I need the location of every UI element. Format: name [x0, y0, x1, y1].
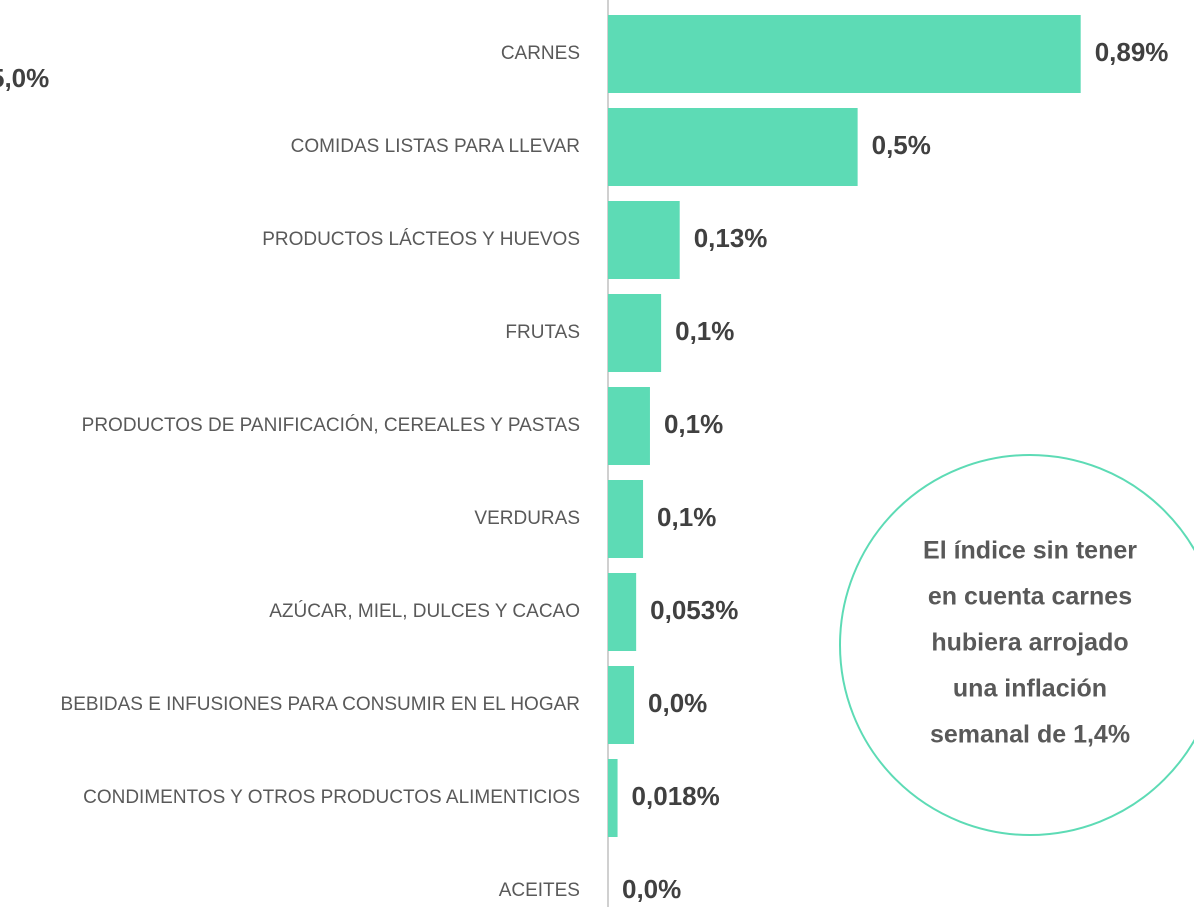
bar [608, 15, 1081, 93]
value-label: 0,0% [622, 874, 681, 904]
callout-text: hubiera arrojado [931, 629, 1128, 657]
value-label: 0,13% [694, 223, 768, 253]
callout-circle [839, 454, 1194, 836]
bar [608, 759, 618, 837]
bar [608, 573, 637, 651]
category-label: BEBIDAS E INFUSIONES PARA CONSUMIR EN EL… [61, 694, 580, 715]
category-label: CARNES [501, 43, 580, 64]
value-label: 0,0% [648, 688, 707, 718]
category-label: PRODUCTOS LÁCTEOS Y HUEVOS [262, 229, 580, 250]
bar [608, 480, 644, 558]
category-label: CONDIMENTOS Y OTROS PRODUCTOS ALIMENTICI… [83, 787, 580, 808]
callout-text: semanal de 1,4% [930, 721, 1130, 749]
category-label: AZÚCAR, MIEL, DULCES Y CACAO [269, 600, 580, 622]
annotation: 5,0% [0, 63, 49, 93]
value-label: 0,5% [872, 130, 931, 160]
callout-text: El índice sin tener [923, 537, 1137, 565]
category-label: ACEITES [499, 880, 580, 901]
bar [608, 108, 858, 186]
value-label: 0,1% [657, 502, 716, 532]
bar [608, 294, 662, 372]
category-label: PRODUCTOS DE PANIFICACIÓN, CEREALES Y PA… [82, 414, 580, 436]
category-label: FRUTAS [505, 322, 580, 343]
value-label: 0,1% [664, 409, 723, 439]
category-label: VERDURAS [474, 508, 580, 529]
callout-text: una inflación [953, 675, 1107, 703]
value-label: 0,89% [1095, 37, 1169, 67]
bar [608, 201, 680, 279]
callout-text: en cuenta carnes [928, 583, 1132, 611]
category-label: COMIDAS LISTAS PARA LLEVAR [291, 136, 580, 157]
bar [608, 387, 650, 465]
bar [608, 666, 635, 744]
value-label: 0,018% [632, 781, 720, 811]
value-label: 0,053% [650, 595, 738, 625]
value-label: 0,1% [675, 316, 734, 346]
